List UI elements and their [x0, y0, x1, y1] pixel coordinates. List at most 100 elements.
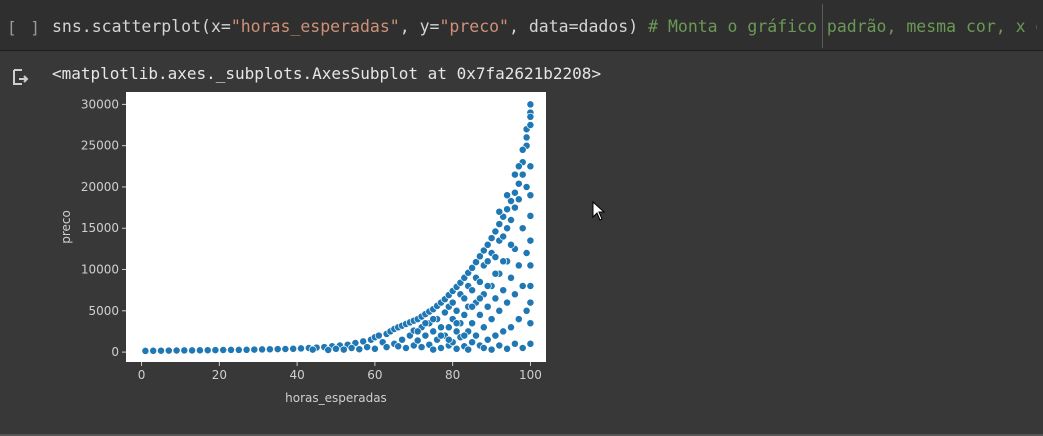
y-tick-label: 30000: [81, 97, 119, 111]
scatter-point: [526, 112, 535, 121]
scatter-point: [464, 345, 473, 354]
scatter-point: [507, 240, 515, 249]
scatter-point: [421, 331, 430, 340]
scatter-point: [468, 338, 477, 347]
scatter-point: [324, 346, 333, 354]
scatter-point: [503, 191, 512, 200]
scatter-point: [510, 203, 519, 212]
code-token-args: , data=dados): [509, 17, 649, 36]
scatter-point: [491, 269, 500, 278]
scatter-point: [203, 346, 212, 355]
scatter-point: [507, 273, 515, 282]
scatter-point: [487, 345, 496, 354]
scatter-point: [514, 195, 523, 204]
y-tick-label: 0: [111, 345, 119, 359]
scatter-point: [265, 345, 274, 354]
scatter-point: [297, 344, 305, 353]
scatter-point: [483, 257, 492, 266]
scatter-point: [491, 294, 500, 303]
output-redirect-icon[interactable]: [10, 66, 32, 88]
scatter-point: [526, 191, 535, 200]
scatter-point: [250, 345, 259, 354]
scatter-point: [518, 282, 527, 290]
scatter-point: [273, 345, 282, 354]
scatter-point: [452, 319, 461, 328]
scatter-point: [526, 298, 535, 307]
scatter-point: [472, 331, 480, 340]
y-tick-label: 5000: [88, 304, 119, 318]
scatter-point: [413, 336, 422, 345]
scatter-point: [510, 339, 519, 348]
scatter-point: [507, 323, 515, 332]
scatter-point: [468, 263, 477, 272]
scatter-point: [355, 345, 364, 354]
scatter-point: [234, 345, 243, 354]
scatter-point: [219, 346, 228, 354]
scatter-point: [522, 249, 531, 257]
scatter-point: [479, 246, 488, 255]
scatter-point: [417, 343, 426, 352]
scatter-point: [495, 341, 504, 350]
scatter-point: [475, 252, 484, 261]
scatter-point: [526, 100, 535, 109]
scatter-point: [475, 310, 484, 319]
scatter-point: [499, 232, 508, 241]
scatter-point: [479, 323, 488, 332]
scatter-point: [141, 346, 150, 355]
y-tick-label: 15000: [81, 221, 119, 235]
scatter-point: [460, 294, 469, 303]
scatter-point: [394, 342, 403, 351]
scatter-point: [180, 346, 189, 355]
scatter-point: [475, 277, 484, 286]
scatter-point: [526, 282, 535, 290]
points-layer: [141, 100, 535, 355]
scatter-point: [429, 345, 438, 354]
scatter-point: [437, 323, 445, 332]
scatter-point: [448, 298, 457, 307]
code-token-call: sns.scatterplot(x=: [52, 17, 231, 36]
scatter-point: [526, 261, 535, 270]
y-tick-label: 10000: [81, 263, 119, 277]
scatter-point: [382, 343, 391, 352]
mouse-pointer-icon: [592, 201, 606, 221]
scatter-point: [460, 310, 469, 319]
y-axis-label: preco: [59, 210, 73, 244]
scatter-point: [487, 234, 496, 243]
scatter-point: [514, 261, 523, 270]
y-tick-label: 25000: [81, 139, 119, 153]
scatter-point: [468, 286, 477, 295]
scatter-point: [398, 335, 407, 344]
scatter-point: [483, 302, 492, 311]
code-editor-line[interactable]: sns.scatterplot(x="horas_esperadas", y="…: [52, 17, 1037, 36]
scatter-point: [522, 133, 531, 142]
scatter-point: [164, 346, 173, 355]
scatter-point: [227, 345, 235, 354]
scatter-point: [211, 346, 220, 355]
scatter-point: [440, 308, 449, 317]
x-tick-label: 80: [445, 368, 460, 382]
scatter-point: [332, 344, 340, 353]
scatter-point: [491, 227, 500, 236]
scatter-point: [242, 345, 251, 354]
scatter-point: [507, 197, 515, 205]
scatter-point: [339, 345, 348, 354]
code-token-string-x: "horas_esperadas": [230, 17, 400, 36]
scatter-point: [444, 335, 453, 344]
scatter-point: [495, 207, 504, 216]
code-cell[interactable]: [ ] sns.scatterplot(x="horas_esperadas",…: [0, 0, 1043, 51]
scatter-point: [444, 323, 453, 332]
scatter-point: [499, 327, 508, 336]
scatter-point: [437, 344, 445, 352]
run-cell-indicator[interactable]: [ ]: [7, 18, 42, 37]
scatter-point: [475, 294, 484, 303]
scatter-point: [514, 315, 523, 324]
scatter-point: [522, 306, 531, 315]
scatter-point: [487, 315, 496, 324]
scatter-point: [472, 258, 480, 267]
plot-area: [126, 92, 546, 362]
code-comment: # Monta o gráfico padrão, mesma cor, x e…: [648, 17, 1037, 36]
scatter-point: [402, 344, 410, 352]
scatter-point: [491, 331, 500, 340]
scatter-point: [503, 298, 512, 307]
scatter-point: [503, 205, 512, 214]
